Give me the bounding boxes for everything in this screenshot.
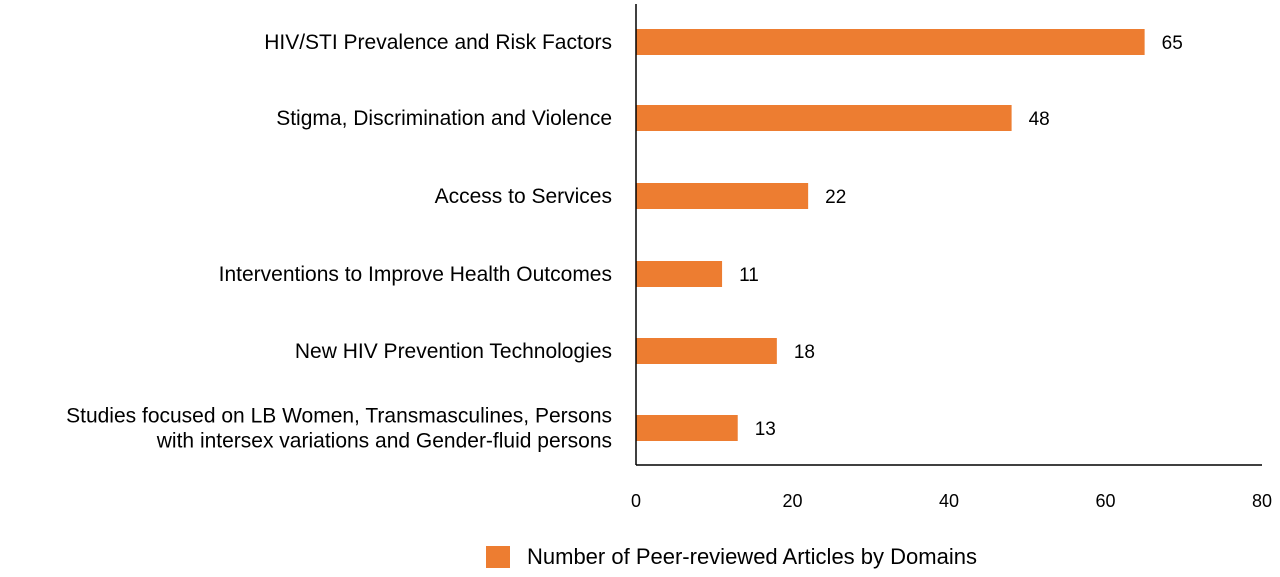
legend: Number of Peer-reviewed Articles by Doma… — [486, 544, 977, 569]
value-label: 22 — [825, 187, 846, 208]
category-label: with intersex variations and Gender-flui… — [156, 430, 612, 453]
x-tick-label: 60 — [1095, 491, 1115, 511]
bar — [636, 261, 723, 287]
category-labels: HIV/STI Prevalence and Risk Factors Stigm… — [66, 31, 612, 453]
legend-label: Number of Peer-reviewed Articles by Doma… — [527, 544, 977, 569]
axes — [635, 4, 1262, 466]
bar — [636, 338, 777, 364]
value-label: 48 — [1029, 109, 1050, 130]
x-tick-label: 80 — [1252, 491, 1272, 511]
category-label: Studies focused on LB Women, Transmascul… — [66, 405, 612, 428]
value-label: 65 — [1162, 33, 1183, 54]
value-label: 13 — [755, 419, 776, 440]
x-tick-label: 40 — [939, 491, 959, 511]
legend-swatch — [486, 546, 510, 568]
category-label: HIV/STI Prevalence and Risk Factors — [264, 31, 612, 54]
bars-layer — [636, 29, 1145, 441]
category-label: Stigma, Discrimination and Violence — [276, 107, 612, 130]
bar — [636, 105, 1012, 131]
category-label: New HIV Prevention Technologies — [295, 340, 612, 363]
bar — [636, 183, 809, 209]
x-axis-ticks: 0 20 40 60 80 — [631, 491, 1272, 511]
x-tick-label: 20 — [782, 491, 802, 511]
bar — [636, 415, 738, 441]
value-label: 11 — [739, 265, 759, 286]
bar — [636, 29, 1145, 55]
category-label: Interventions to Improve Health Outcomes — [219, 263, 612, 286]
category-label: Access to Services — [435, 185, 612, 208]
value-label: 18 — [794, 342, 815, 363]
x-tick-label: 0 — [631, 491, 641, 511]
value-labels: 65 48 22 11 18 13 — [739, 33, 1183, 440]
